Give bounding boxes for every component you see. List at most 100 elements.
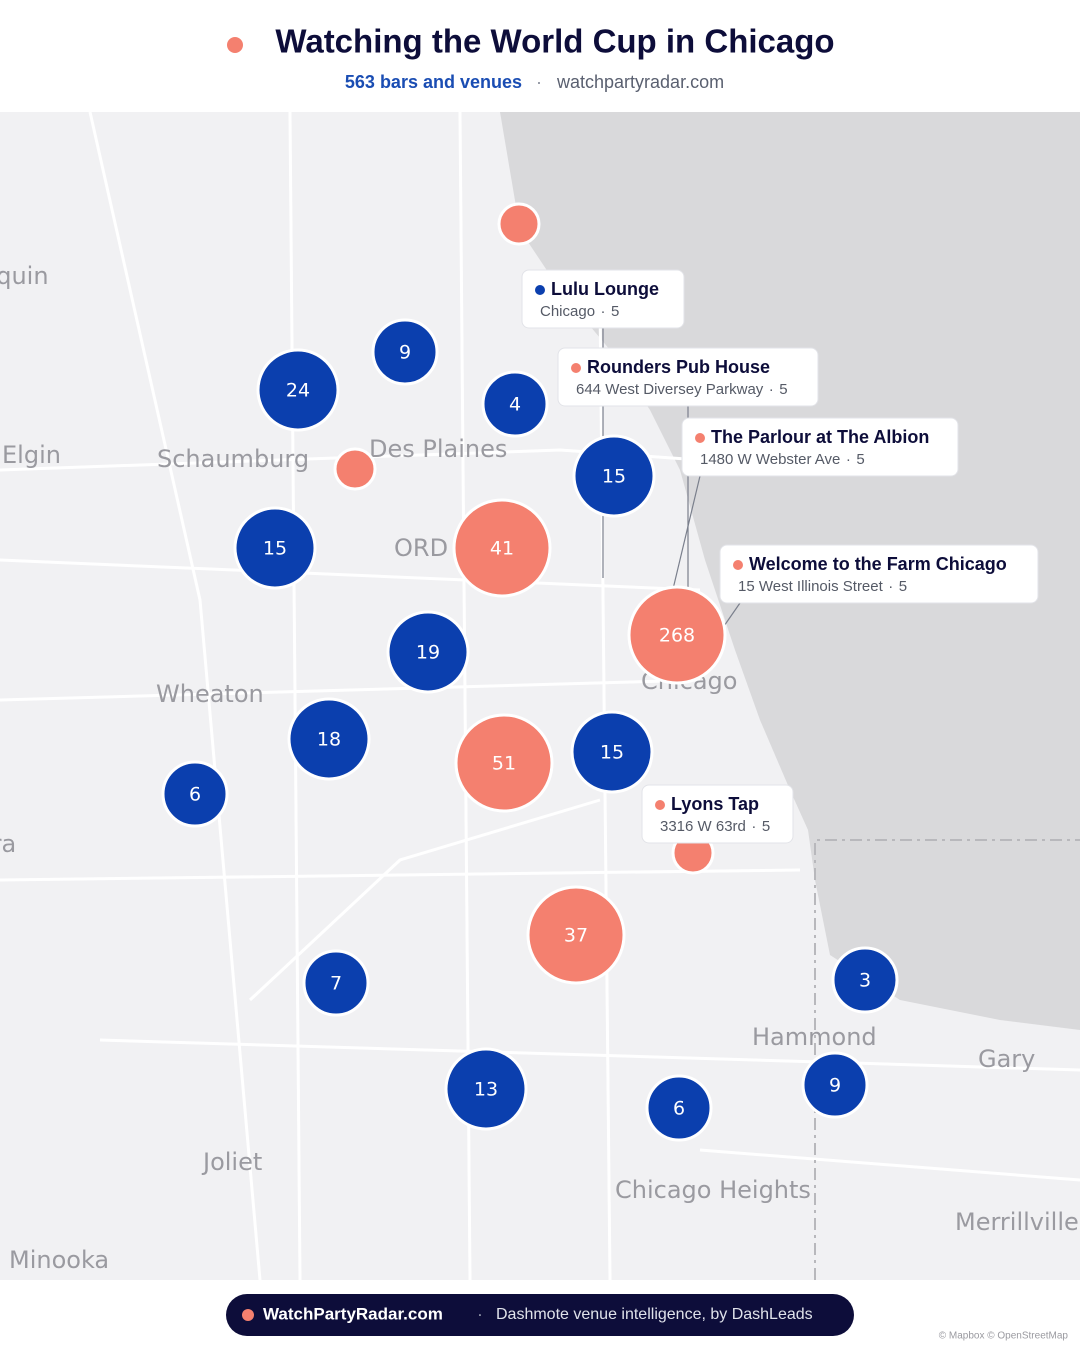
venue-count: 5: [856, 451, 864, 468]
cluster-circle[interactable]: [233, 506, 317, 590]
cluster[interactable]: 51: [454, 713, 554, 813]
cluster-circle[interactable]: [161, 760, 229, 828]
callout[interactable]: The Parlour at The Albion 1480 W Webster …: [681, 417, 959, 477]
cluster-count: 15: [602, 466, 626, 488]
cluster-circle[interactable]: [371, 318, 439, 386]
venue-detail: Chicago: [540, 303, 595, 320]
cluster[interactable]: 9: [371, 318, 439, 386]
callout-box[interactable]: [719, 544, 1039, 604]
place-label: Joliet: [201, 1148, 262, 1176]
cluster-count: 6: [673, 1098, 685, 1120]
callout[interactable]: Lyons Tap 3316 W 63rd · 5: [641, 784, 794, 844]
cluster-count: 51: [492, 753, 516, 775]
venue-count: 563 bars and venues: [345, 72, 522, 92]
venue-count: 5: [611, 303, 619, 320]
venue-detail: 644 West Diversey Parkway: [576, 381, 764, 398]
cluster[interactable]: 6: [161, 760, 229, 828]
cluster[interactable]: 19: [386, 610, 470, 694]
cluster-circle[interactable]: [570, 710, 654, 794]
callout[interactable]: Welcome to the Farm Chicago 15 West Illin…: [719, 544, 1039, 604]
cluster-count: 37: [564, 925, 588, 947]
cluster-circle[interactable]: [287, 697, 371, 781]
cluster-count: 6: [189, 784, 201, 806]
venue-name: The Parlour at The Albion: [711, 427, 929, 447]
cluster[interactable]: 37: [526, 885, 626, 985]
venue-count: 5: [779, 381, 787, 398]
separator: ·: [769, 381, 774, 398]
venue-name: Lulu Lounge: [551, 279, 659, 299]
separator: ·: [601, 303, 606, 320]
cluster[interactable]: 15: [572, 434, 656, 518]
callout[interactable]: Rounders Pub House 644 West Diversey Park…: [557, 347, 819, 407]
cluster-count: 15: [263, 538, 287, 560]
callout-dot: [535, 285, 545, 295]
place-label: ORD: [394, 534, 448, 562]
separator: ·: [536, 72, 542, 92]
venue-count: 5: [762, 818, 770, 835]
cluster-count: 4: [509, 394, 521, 416]
place-label: Wheaton: [156, 680, 264, 708]
cluster[interactable]: 15: [233, 506, 317, 590]
cluster[interactable]: 4: [481, 370, 549, 438]
callout-box[interactable]: [521, 269, 685, 329]
cluster-count: 19: [416, 642, 440, 664]
cluster-count: 18: [317, 729, 341, 751]
cluster[interactable]: 13: [444, 1047, 528, 1131]
place-label: Aurora: [0, 830, 16, 858]
venue-detail: 1480 W Webster Ave: [700, 451, 840, 468]
cluster[interactable]: 3: [831, 946, 899, 1014]
cluster-circle[interactable]: [302, 949, 370, 1017]
place-label: Gary: [978, 1045, 1035, 1073]
cluster[interactable]: 9: [801, 1051, 869, 1119]
cluster-circle[interactable]: [526, 885, 626, 985]
attribution: © Mapbox © OpenStreetMap: [939, 1331, 1069, 1342]
cluster-circle[interactable]: [386, 610, 470, 694]
place-label: Des Plaines: [369, 435, 507, 463]
callout[interactable]: Lulu Lounge Chicago · 5: [521, 269, 685, 329]
place-label: Schaumburg: [157, 445, 309, 473]
cluster[interactable]: 268: [627, 585, 727, 685]
cluster-circle[interactable]: [627, 585, 727, 685]
footer-pill: [226, 1294, 854, 1336]
place-label: Hammond: [752, 1023, 877, 1051]
footer-brand[interactable]: WatchPartyRadar.com: [263, 1304, 443, 1323]
place-label: Minooka: [9, 1246, 109, 1274]
cluster[interactable]: 24: [256, 348, 340, 432]
footer-tagline: Dashmote venue intelligence, by DashLead…: [496, 1306, 813, 1323]
place-label: Algonquin: [0, 262, 49, 290]
cluster-count: 7: [330, 973, 342, 995]
cluster[interactable]: 6: [645, 1074, 713, 1142]
cluster[interactable]: 18: [287, 697, 371, 781]
cluster-circle[interactable]: [256, 348, 340, 432]
title: Watching the World Cup in Chicago: [275, 23, 834, 60]
cluster[interactable]: 41: [452, 498, 552, 598]
roads: [0, 112, 1080, 1280]
site: watchpartyradar.com: [556, 72, 724, 92]
cluster-circle[interactable]: [572, 434, 656, 518]
cluster-circle[interactable]: [444, 1047, 528, 1131]
footer-dot: [242, 1309, 254, 1321]
callout-box[interactable]: [557, 347, 819, 407]
cluster[interactable]: 15: [570, 710, 654, 794]
cluster-circle[interactable]: [452, 498, 552, 598]
venue-name: Lyons Tap: [671, 794, 759, 814]
cluster-count: 3: [859, 970, 871, 992]
callout-box[interactable]: [681, 417, 959, 477]
callout-dot: [655, 800, 665, 810]
callout-box[interactable]: [641, 784, 794, 844]
separator: ·: [888, 578, 893, 595]
cluster-circle[interactable]: [454, 713, 554, 813]
separator: ·: [751, 818, 756, 835]
cluster-circle[interactable]: [645, 1074, 713, 1142]
cluster-circle[interactable]: [801, 1051, 869, 1119]
cluster-count: 268: [659, 625, 695, 647]
callout-dot: [733, 560, 743, 570]
cluster[interactable]: 7: [302, 949, 370, 1017]
cluster-circle[interactable]: [481, 370, 549, 438]
venue-count: 5: [899, 578, 907, 595]
cluster-circle[interactable]: [831, 946, 899, 1014]
map[interactable]: Algonquin Elgin Schaumburg Des Plaines ORD Wh…: [0, 112, 1080, 1280]
separator: ·: [477, 1304, 483, 1323]
